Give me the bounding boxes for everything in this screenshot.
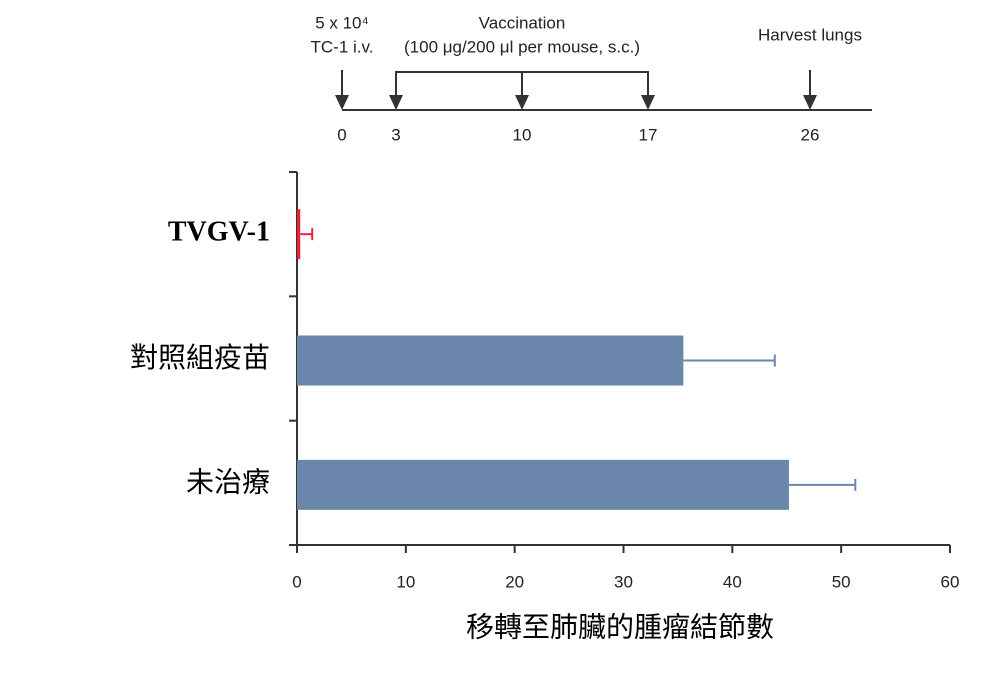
timeline-day: 26 xyxy=(801,125,820,144)
vaccination-label: (100 μg/200 μl per mouse, s.c.) xyxy=(404,37,640,56)
x-tick-label: 0 xyxy=(292,572,301,591)
x-tick-label: 50 xyxy=(832,572,851,591)
bar xyxy=(297,335,684,386)
arrow-head xyxy=(389,95,403,110)
error-bar xyxy=(788,478,857,491)
bar xyxy=(297,459,789,510)
x-tick-label: 30 xyxy=(614,572,633,591)
error-bar xyxy=(300,228,314,241)
x-tick-label: 60 xyxy=(941,572,960,591)
arrow-head xyxy=(335,95,349,110)
arrow-head xyxy=(803,95,817,110)
timeline-day: 0 xyxy=(337,125,346,144)
harvest-label: Harvest lungs xyxy=(758,25,862,44)
arrow-head xyxy=(641,95,655,110)
timeline-day: 17 xyxy=(639,125,658,144)
x-tick-label: 10 xyxy=(396,572,415,591)
timeline-day: 10 xyxy=(513,125,532,144)
x-tick-label: 40 xyxy=(723,572,742,591)
x-axis-label: 移轉至肺臟的腫瘤結節數 xyxy=(466,611,774,643)
error-bar xyxy=(683,354,776,367)
x-tick-label: 20 xyxy=(505,572,524,591)
category-label: TVGV-1 xyxy=(168,217,270,248)
injection-label: TC-1 i.v. xyxy=(311,37,374,56)
category-label: 未治療 xyxy=(186,466,270,498)
vaccination-bracket xyxy=(395,71,649,88)
injection-label: 5 x 10⁴ xyxy=(315,13,369,32)
arrow-head xyxy=(515,95,529,110)
bar xyxy=(297,209,301,260)
category-label: 對照組疫苗 xyxy=(130,342,270,374)
vaccination-label: Vaccination xyxy=(479,13,566,32)
timeline-day: 3 xyxy=(391,125,400,144)
